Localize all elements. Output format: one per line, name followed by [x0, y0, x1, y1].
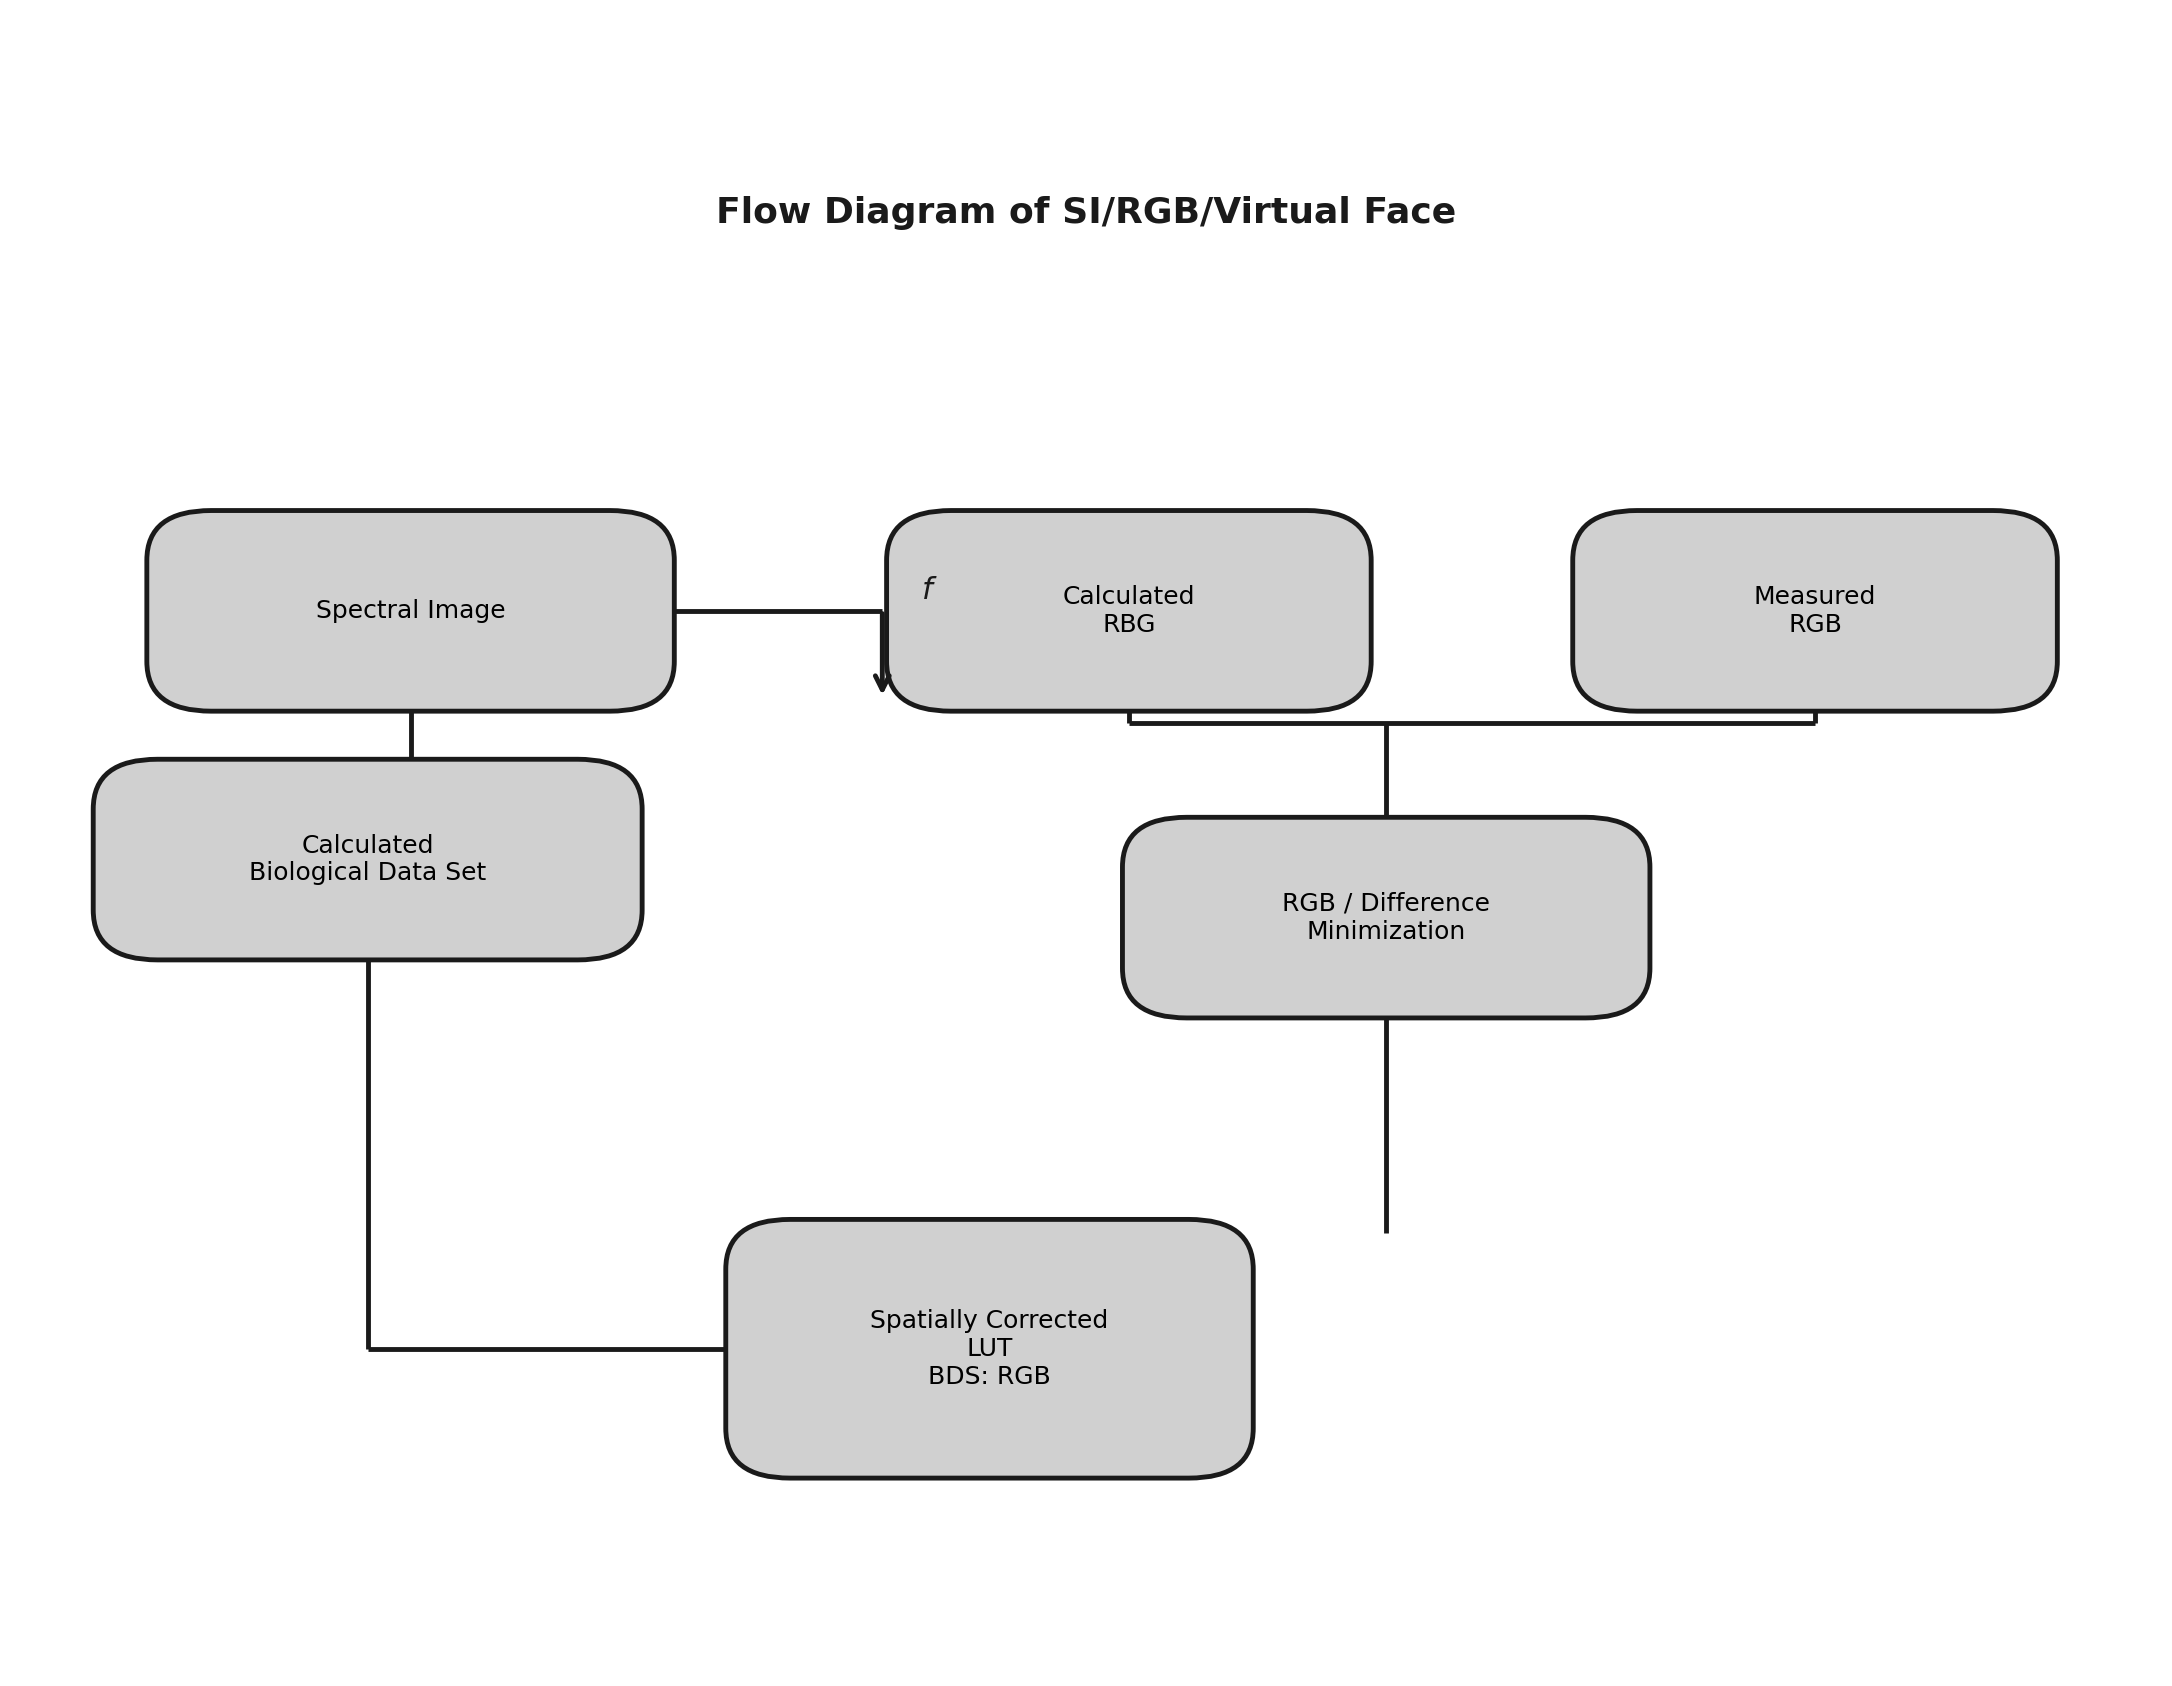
Text: Flow Diagram of SI/RGB/Virtual Face: Flow Diagram of SI/RGB/Virtual Face: [717, 196, 1455, 229]
FancyBboxPatch shape: [148, 511, 673, 711]
Text: Measured
RGB: Measured RGB: [1753, 585, 1877, 637]
Text: Calculated
RBG: Calculated RBG: [1062, 585, 1195, 637]
Text: $\mathit{f}$: $\mathit{f}$: [921, 575, 938, 607]
Text: RGB / Difference
Minimization: RGB / Difference Minimization: [1281, 892, 1490, 944]
Text: Spatially Corrected
LUT
BDS: RGB: Spatially Corrected LUT BDS: RGB: [871, 1308, 1108, 1389]
FancyBboxPatch shape: [93, 759, 643, 959]
Text: Spectral Image: Spectral Image: [315, 599, 506, 622]
FancyBboxPatch shape: [1573, 511, 2057, 711]
FancyBboxPatch shape: [886, 511, 1371, 711]
FancyBboxPatch shape: [1123, 818, 1651, 1018]
FancyBboxPatch shape: [725, 1219, 1253, 1479]
Text: Calculated
Biological Data Set: Calculated Biological Data Set: [250, 833, 487, 885]
